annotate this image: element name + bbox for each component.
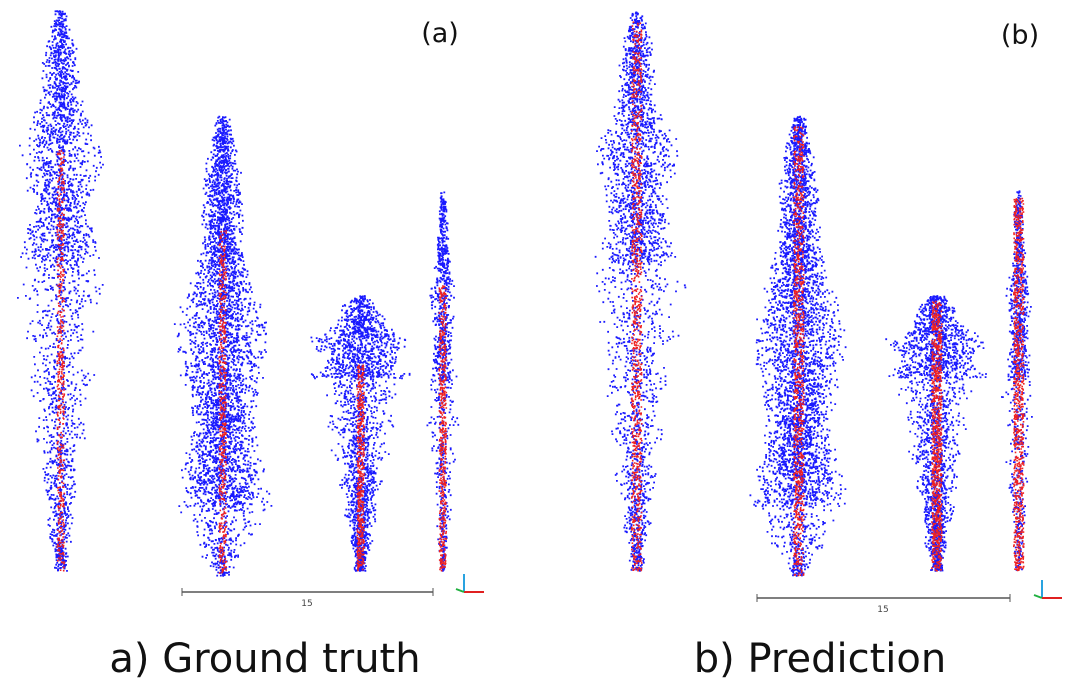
caption: a) Ground truth — [109, 636, 420, 679]
tree-points — [173, 115, 273, 577]
trunk-points — [1013, 197, 1025, 572]
trunk-points — [356, 364, 366, 572]
tree-points — [1001, 190, 1033, 571]
trunk-points — [218, 230, 228, 574]
axes-icon — [455, 574, 484, 593]
trunk-points — [793, 126, 805, 577]
trunk-points — [931, 300, 943, 572]
panel-tag: (b) — [1001, 20, 1039, 51]
tree-points — [749, 115, 847, 577]
tree-points — [885, 295, 987, 572]
tree-points — [594, 11, 687, 572]
tree-points — [426, 191, 460, 572]
trunk-points — [438, 285, 448, 572]
axes-icon — [1033, 580, 1062, 599]
panel-tag: (a) — [421, 18, 459, 49]
caption: b) Prediction — [694, 636, 946, 679]
tree-points — [310, 295, 411, 572]
scale-label: 15 — [301, 599, 312, 609]
scale-label: 15 — [877, 605, 888, 615]
trunk-points — [56, 150, 66, 572]
trunk-points — [631, 21, 643, 572]
point-clouds — [17, 10, 1033, 577]
